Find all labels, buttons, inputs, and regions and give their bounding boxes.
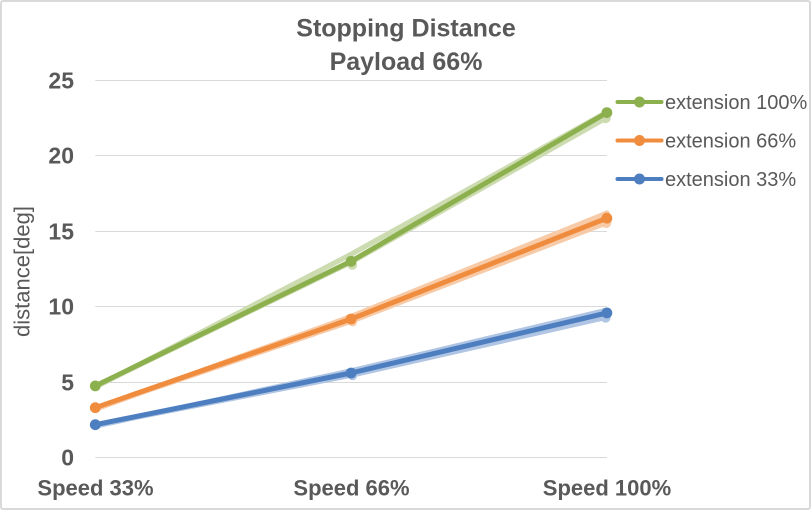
svg-text:10: 10 xyxy=(48,294,74,320)
svg-text:Payload 66%: Payload 66% xyxy=(330,48,483,76)
svg-text:Speed 33%: Speed 33% xyxy=(37,476,153,501)
svg-text:extension 66%: extension 66% xyxy=(665,131,796,153)
svg-text:15: 15 xyxy=(48,219,74,245)
svg-text:25: 25 xyxy=(48,68,74,94)
svg-text:extension 33%: extension 33% xyxy=(665,169,796,191)
svg-text:Stopping Distance: Stopping Distance xyxy=(296,15,516,43)
svg-text:5: 5 xyxy=(61,370,74,396)
svg-text:0: 0 xyxy=(61,445,74,471)
svg-text:Speed 100%: Speed 100% xyxy=(543,476,671,501)
svg-text:Speed 66%: Speed 66% xyxy=(293,476,409,501)
svg-text:distance[deg]: distance[deg] xyxy=(10,206,35,337)
svg-text:extension 100%: extension 100% xyxy=(665,92,808,114)
svg-text:20: 20 xyxy=(48,143,74,169)
